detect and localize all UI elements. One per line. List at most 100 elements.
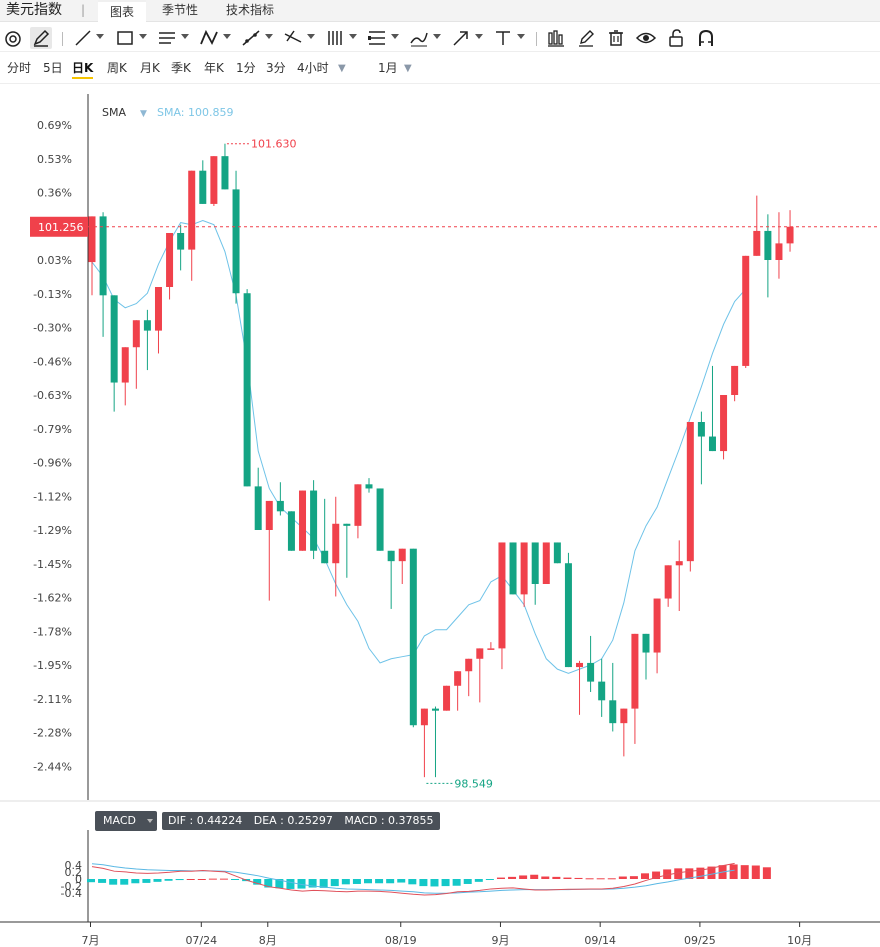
trash-icon[interactable]: [605, 27, 627, 49]
candle: [88, 216, 96, 296]
macd-histogram-bar: [574, 877, 583, 879]
macd-histogram-bar: [674, 868, 683, 879]
x-tick-label: 9月: [491, 934, 509, 947]
candle-body: [443, 685, 451, 711]
pencil-icon[interactable]: [30, 27, 52, 49]
candle: [354, 484, 362, 539]
chevron-down-icon[interactable]: [139, 34, 147, 39]
period-1min[interactable]: 1分: [236, 61, 256, 75]
candle-body: [697, 422, 705, 437]
chevron-down-icon[interactable]: [349, 34, 357, 39]
chevron-down-icon[interactable]: [391, 34, 399, 39]
macd-histogram-bar: [541, 876, 550, 879]
chevron-down-icon[interactable]: [517, 34, 525, 39]
tab-chart[interactable]: 图表: [98, 0, 147, 22]
parallel-lines-icon[interactable]: [156, 27, 178, 49]
candle: [542, 542, 550, 584]
edit-icon[interactable]: [575, 27, 597, 49]
y-tick-label: -0.63%: [33, 389, 72, 402]
candle-body: [576, 662, 584, 668]
text-icon[interactable]: [492, 27, 514, 49]
candle-body: [731, 365, 739, 395]
more-periods-dropdown-icon[interactable]: ▼: [338, 63, 346, 74]
candle-body: [764, 230, 772, 260]
y-axis-ticks: 0.69%0.53%0.36%0.20%0.03%-0.13%-0.30%-0.…: [33, 119, 72, 773]
range-select[interactable]: 1月: [378, 61, 398, 75]
fib-icon[interactable]: [282, 27, 304, 49]
macd-indicator-badge[interactable]: MACD: [95, 811, 157, 831]
candle: [431, 706, 439, 778]
line-icon[interactable]: [72, 27, 94, 49]
magnet-icon[interactable]: [2, 27, 24, 49]
candle-body: [564, 563, 572, 668]
chevron-down-icon[interactable]: [96, 34, 104, 39]
period-daily[interactable]: 日K: [72, 60, 94, 79]
candle: [221, 143, 229, 190]
candle-body: [609, 700, 617, 724]
candle: [321, 498, 329, 564]
candle-settings-icon[interactable]: [545, 27, 567, 49]
candle-body: [376, 488, 384, 551]
candle-body: [587, 662, 595, 682]
candle-body: [243, 293, 251, 487]
candle-body: [310, 490, 318, 551]
candle: [154, 287, 162, 354]
period-4hour[interactable]: 4小时: [297, 61, 329, 75]
candle: [775, 212, 783, 279]
macd-histogram-bar: [452, 879, 461, 886]
chevron-down-icon[interactable]: [475, 34, 483, 39]
arrow-icon[interactable]: [450, 27, 472, 49]
period-quarterly[interactable]: 季K: [171, 61, 191, 75]
tab-technical[interactable]: 技术指标: [226, 3, 275, 17]
eye-icon[interactable]: [635, 27, 657, 49]
sma-collapse-icon[interactable]: ▼: [140, 109, 147, 119]
period-intraday[interactable]: 分时: [7, 61, 32, 75]
title-separator: |: [81, 3, 86, 17]
candle: [742, 255, 750, 368]
macd-histogram-bar: [231, 879, 240, 880]
tab-seasonality[interactable]: 季节性: [162, 3, 199, 17]
candle-body: [154, 287, 162, 331]
y-tick-label: -0.96%: [33, 457, 72, 470]
current-price-label: 101.256: [38, 221, 84, 234]
chevron-down-icon[interactable]: [433, 34, 441, 39]
x-tick-label: 7月: [82, 934, 100, 947]
period-monthly[interactable]: 月K: [140, 61, 160, 75]
chevron-down-icon[interactable]: [265, 34, 273, 39]
magnet-horseshoe-icon[interactable]: [695, 27, 717, 49]
candle: [276, 482, 284, 516]
vertical-bars-icon[interactable]: [324, 27, 346, 49]
period-3min[interactable]: 3分: [266, 61, 286, 75]
candle-body: [775, 243, 783, 260]
candle-body: [332, 523, 340, 564]
period-5day[interactable]: 5日: [43, 61, 63, 75]
candle: [299, 490, 307, 551]
brush-icon[interactable]: [408, 27, 430, 49]
candle-body: [343, 523, 351, 526]
channel-icon[interactable]: [366, 27, 388, 49]
candle: [409, 548, 417, 728]
trendline-icon[interactable]: [240, 27, 262, 49]
range-dropdown-icon[interactable]: ▼: [404, 63, 412, 74]
chevron-down-icon[interactable]: [181, 34, 189, 39]
chevron-down-icon[interactable]: [147, 819, 153, 823]
candle: [731, 365, 739, 402]
candle-body: [276, 500, 284, 512]
dea-value: DEA : 0.25297: [253, 814, 333, 827]
period-yearly[interactable]: 年K: [204, 61, 224, 75]
period-weekly[interactable]: 周K: [107, 61, 127, 75]
macd-histogram-bar: [530, 874, 539, 879]
candle: [143, 309, 151, 371]
macd-values: DIF : 0.44224 DEA : 0.25297 MACD : 0.378…: [162, 812, 440, 830]
dif-value: DIF : 0.44224: [168, 814, 243, 827]
rectangle-icon[interactable]: [114, 27, 136, 49]
zigzag-icon[interactable]: [198, 27, 220, 49]
macd-histogram-bar: [275, 879, 284, 889]
candle: [686, 422, 694, 572]
sma-indicator-name[interactable]: SMA: [102, 106, 126, 119]
chevron-down-icon[interactable]: [307, 34, 315, 39]
unlock-icon[interactable]: [665, 27, 687, 49]
chevron-down-icon[interactable]: [223, 34, 231, 39]
candle: [365, 478, 373, 493]
